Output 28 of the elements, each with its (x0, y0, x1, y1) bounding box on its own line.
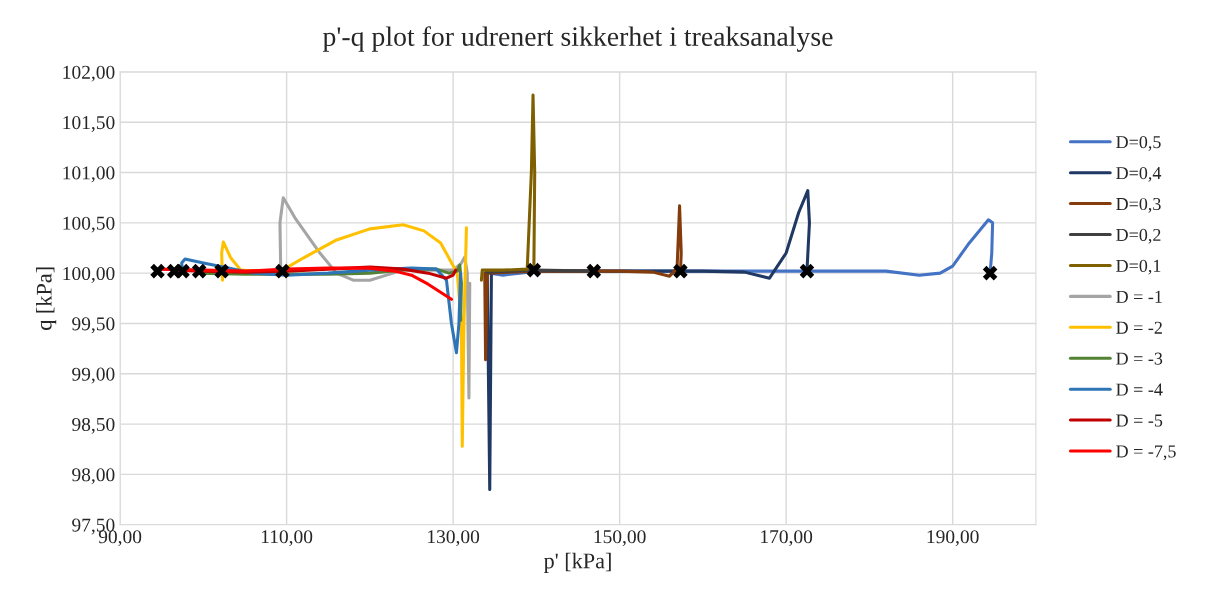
x-tick-label: 150,00 (594, 530, 646, 547)
y-tick-label: 98,50 (72, 417, 115, 434)
y-tick-label: 99,50 (72, 317, 115, 334)
x-axis-title: p' [kPa] (543, 552, 611, 573)
legend-label: D = -4 (1116, 383, 1163, 396)
legend-label: D = -2 (1116, 321, 1162, 334)
legend-label: D = -7,5 (1116, 445, 1176, 461)
x-tick-label: 190,00 (927, 530, 979, 547)
legend-label: D = -5 (1116, 414, 1163, 427)
legend-label: D=0,5 (1116, 136, 1161, 151)
y-tick-label: 98,00 (72, 468, 115, 485)
legend-label: D=0,1 (1116, 259, 1161, 275)
legend-label: D = -1 (1116, 290, 1162, 303)
y-tick-label: 102,00 (63, 65, 115, 82)
y-tick-label: 101,50 (63, 116, 115, 132)
x-tick-label: 130,00 (428, 530, 480, 547)
x-tick-label: 110,00 (261, 530, 313, 547)
y-tick-label: 100,00 (63, 266, 115, 283)
legend-label: D=0,3 (1116, 197, 1161, 213)
x-tick-label: 170,00 (761, 530, 813, 547)
y-tick-label: 99,00 (72, 367, 115, 384)
y-tick-label: 100,50 (63, 216, 115, 233)
y-tick-label: 101,00 (63, 166, 115, 183)
legend-label: D = -3 (1116, 352, 1163, 365)
legend-label: D=0,2 (1116, 228, 1161, 244)
chart-title: p'-q plot for udrenert sikkerhet i treaksanalyse (322, 26, 833, 52)
legend-label: D=0,4 (1116, 166, 1162, 182)
y-axis-title: q [kPa] (36, 267, 57, 330)
